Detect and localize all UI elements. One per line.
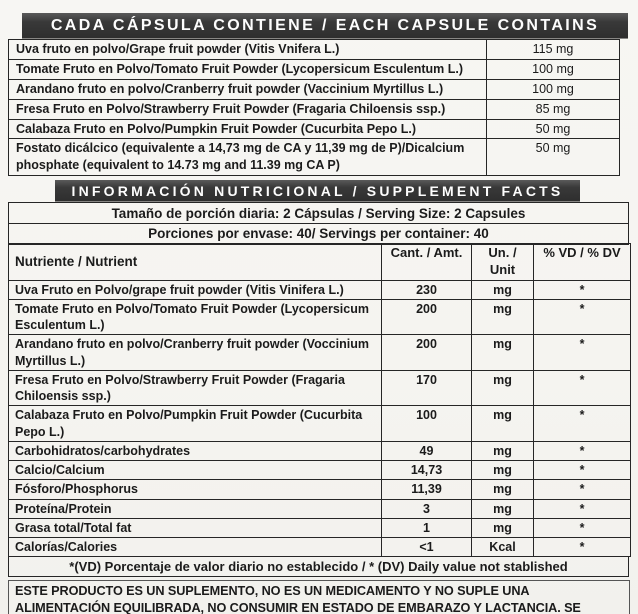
- nutrient-row: Calorías/Calories <1 Kcal *: [8, 537, 631, 558]
- nutrient-amount: 3: [381, 498, 472, 519]
- nutrient-unit: Kcal: [471, 537, 534, 558]
- nutrient-name: Calcio/Calcium: [8, 460, 382, 481]
- nutrient-dv: *: [533, 537, 631, 558]
- nutrient-unit: mg: [471, 440, 534, 462]
- capsule-contents-table: Uva fruto en polvo/Grape fruit powder (V…: [8, 39, 620, 177]
- nutrient-name: Uva Fruto en Polvo/grape fruit powder (V…: [8, 279, 382, 300]
- nutrient-name: Carbohidratos/carbohydrates: [8, 440, 382, 462]
- nutrient-column-header: Nutriente / Nutrient: [8, 242, 382, 281]
- nutrient-amount: 1: [381, 517, 472, 539]
- nutrition-facts-table: Nutriente / Nutrient Cant. / Amt. Un. / …: [8, 242, 631, 558]
- nutrient-unit: mg: [471, 279, 534, 300]
- nutrient-row: Tomate Fruto en Polvo/Tomato Fruit Powde…: [8, 298, 631, 336]
- disclaimer-box: ESTE PRODUCTO ES UN SUPLEMENTO, NO ES UN…: [8, 579, 630, 614]
- unit-column-header: Un. / Unit: [471, 242, 534, 281]
- nutrient-amount: 100: [381, 405, 472, 442]
- nutrient-name: Calabaza Fruto en Polvo/Pumpkin Fruit Po…: [8, 405, 382, 442]
- nutrient-amount: 200: [381, 334, 472, 371]
- nutrient-name: Grasa total/Total fat: [8, 517, 382, 539]
- ingredient-row: Arandano fruto en polvo/Cranberry fruit …: [8, 78, 620, 100]
- capsule-contains-header: CADA CÁPSULA CONTIENE / EACH CAPSULE CON…: [22, 13, 628, 38]
- ingredient-row: Fostato dicálcico (equivalente a 14,73 m…: [8, 138, 620, 177]
- disclaimer-spanish: ESTE PRODUCTO ES UN SUPLEMENTO, NO ES UN…: [15, 583, 581, 614]
- nutrient-dv: *: [533, 460, 631, 481]
- nutrient-row: Grasa total/Total fat 1 mg *: [8, 517, 631, 539]
- daily-value-footnote: *(VD) Porcentaje de valor diario no esta…: [8, 555, 629, 577]
- nutrient-amount: 200: [381, 298, 472, 336]
- nutrient-unit: mg: [471, 479, 534, 500]
- dv-column-header: % VD / % DV: [533, 242, 631, 281]
- ingredient-name: Arandano fruto en polvo/Cranberry fruit …: [8, 78, 487, 100]
- nutrient-row: Calabaza Fruto en Polvo/Pumpkin Fruit Po…: [8, 405, 631, 442]
- nutrient-row: Carbohidratos/carbohydrates 49 mg *: [8, 440, 631, 462]
- ingredient-amount: 50 mg: [486, 138, 620, 177]
- nutrient-dv: *: [533, 279, 631, 300]
- ingredient-row: Calabaza Fruto en Polvo/Pumpkin Fruit Po…: [8, 118, 620, 140]
- nutrient-dv: *: [533, 298, 631, 336]
- ingredient-row: Tomate Fruto en Polvo/Tomato Fruit Powde…: [8, 58, 620, 80]
- nutrient-amount: 49: [381, 440, 472, 462]
- nutrient-dv: *: [533, 517, 631, 539]
- nutrient-unit: mg: [471, 334, 534, 371]
- nutrient-name: Fresa Fruto en Polvo/Strawberry Fruit Po…: [8, 369, 382, 407]
- nutrient-dv: *: [533, 369, 631, 407]
- serving-size-row: Tamaño de porción diaria: 2 Cápsulas / S…: [8, 202, 629, 225]
- nutrient-name: Arandano fruto en polvo/Cranberry fruit …: [8, 334, 382, 371]
- nutrient-name: Fósforo/Phosphorus: [8, 479, 382, 500]
- ingredient-amount: 100 mg: [486, 58, 620, 80]
- nutrient-unit: mg: [471, 460, 534, 481]
- ingredient-name: Fostato dicálcico (equivalente a 14,73 m…: [8, 138, 487, 177]
- nutrient-dv: *: [533, 498, 631, 519]
- nutrient-amount: 230: [381, 279, 472, 300]
- supplement-facts-header: INFORMACIÓN NUTRICIONAL / SUPPLEMENT FAC…: [55, 180, 580, 202]
- ingredient-name: Calabaza Fruto en Polvo/Pumpkin Fruit Po…: [8, 118, 487, 140]
- nutrient-dv: *: [533, 405, 631, 442]
- nutrient-unit: mg: [471, 298, 534, 336]
- nutrient-amount: <1: [381, 537, 472, 558]
- nutrient-row: Proteína/Protein 3 mg *: [8, 498, 631, 519]
- nutrient-dv: *: [533, 440, 631, 462]
- facts-header-row: Nutriente / Nutrient Cant. / Amt. Un. / …: [8, 242, 631, 281]
- ingredient-amount: 85 mg: [486, 98, 620, 120]
- servings-per-container-row: Porciones por envase: 40/ Servings per c…: [8, 222, 629, 245]
- ingredient-amount: 50 mg: [486, 118, 620, 140]
- nutrient-unit: mg: [471, 405, 534, 442]
- ingredient-name: Tomate Fruto en Polvo/Tomato Fruit Powde…: [8, 58, 487, 80]
- ingredient-row: Uva fruto en polvo/Grape fruit powder (V…: [8, 39, 620, 60]
- nutrient-dv: *: [533, 479, 631, 500]
- ingredient-name: Uva fruto en polvo/Grape fruit powder (V…: [8, 39, 487, 60]
- nutrient-row: Calcio/Calcium 14,73 mg *: [8, 460, 631, 481]
- nutrient-row: Fósforo/Phosphorus 11,39 mg *: [8, 479, 631, 500]
- nutrient-name: Proteína/Protein: [8, 498, 382, 519]
- nutrient-name: Calorías/Calories: [8, 537, 382, 558]
- amount-column-header: Cant. / Amt.: [381, 242, 472, 281]
- ingredient-amount: 100 mg: [486, 78, 620, 100]
- nutrient-amount: 170: [381, 369, 472, 407]
- nutrient-amount: 11,39: [381, 479, 472, 500]
- nutrient-row: Fresa Fruto en Polvo/Strawberry Fruit Po…: [8, 369, 631, 407]
- nutrient-unit: mg: [471, 369, 534, 407]
- ingredient-row: Fresa Fruto en Polvo/Strawberry Fruit Po…: [8, 98, 620, 120]
- nutrient-name: Tomate Fruto en Polvo/Tomato Fruit Powde…: [8, 298, 382, 336]
- ingredient-name: Fresa Fruto en Polvo/Strawberry Fruit Po…: [8, 98, 487, 120]
- nutrient-unit: mg: [471, 517, 534, 539]
- nutrient-unit: mg: [471, 498, 534, 519]
- ingredient-amount: 115 mg: [486, 39, 620, 60]
- nutrient-dv: *: [533, 334, 631, 371]
- nutrient-row: Uva Fruto en Polvo/grape fruit powder (V…: [8, 279, 631, 300]
- nutrient-row: Arandano fruto en polvo/Cranberry fruit …: [8, 334, 631, 371]
- nutrient-amount: 14,73: [381, 460, 472, 481]
